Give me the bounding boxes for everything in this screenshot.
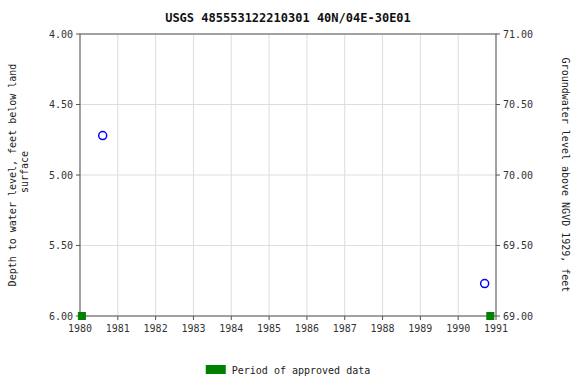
x-tick — [269, 316, 270, 320]
grid-line-y — [80, 175, 496, 176]
x-tick — [496, 316, 497, 320]
y-axis-label-line: surface — [19, 151, 30, 199]
title: USGS 485553122210301 40N/04E-30E01 — [165, 11, 411, 25]
x-tick-label: 1983 — [181, 323, 205, 334]
grid-line-y — [80, 245, 496, 246]
x-tick — [344, 316, 345, 320]
y2-tick — [496, 245, 500, 246]
x-tick — [155, 316, 156, 320]
x-tick — [382, 316, 383, 320]
x-tick-label: 1980 — [68, 323, 92, 334]
y-tick — [76, 245, 80, 246]
y2-tick-label: 71.00 — [503, 29, 533, 40]
x-tick-label: 1987 — [333, 323, 357, 334]
square-point — [487, 313, 494, 320]
y-tick-label: 5.50 — [49, 240, 73, 251]
series — [78, 313, 493, 320]
y2-tick-label: 70.50 — [503, 99, 533, 110]
y-axis-label: Depth to water level, feet below land su… — [7, 64, 30, 287]
y2-tick — [496, 175, 500, 176]
x-tick — [231, 316, 232, 320]
circle-point — [481, 280, 489, 288]
grid-line-y — [80, 104, 496, 105]
x-tick-label: 1986 — [295, 323, 319, 334]
y2-tick-label: 69.00 — [503, 311, 533, 322]
x-tick — [306, 316, 307, 320]
x-tick — [420, 316, 421, 320]
x-tick-label: 1989 — [408, 323, 432, 334]
x-tick-label: 1991 — [484, 323, 508, 334]
chart: 1980 1981 1982 1983 1984 1985 1986 1987 1988 1989… — [0, 0, 576, 384]
grid — [80, 34, 496, 316]
legend: Period of approved data — [206, 365, 370, 376]
legend-label: Period of approved data — [232, 365, 370, 376]
y2-tick-label: 70.00 — [503, 170, 533, 181]
y-tick — [76, 175, 80, 176]
x-tick-label: 1988 — [370, 323, 394, 334]
x-tick-label: 1985 — [257, 323, 281, 334]
x-tick-label: 1990 — [446, 323, 470, 334]
y2-tick — [496, 316, 500, 317]
square-point — [78, 313, 85, 320]
x-tick-label: 1982 — [144, 323, 168, 334]
y-axis-label-line: Depth to water level, feet below land — [7, 64, 18, 287]
y-tick-label: 4.00 — [49, 29, 73, 40]
y-tick-label: 4.50 — [49, 99, 73, 110]
y2-tick-label: 69.50 — [503, 240, 533, 251]
y2-axis-label: Groundwater level above NGVD 1929, feet — [560, 58, 571, 293]
x-tick-label: 1984 — [219, 323, 243, 334]
marks — [78, 132, 493, 320]
x-tick — [458, 316, 459, 320]
series — [99, 132, 489, 288]
x-tick — [193, 316, 194, 320]
y-tick-label: 5.00 — [49, 170, 73, 181]
y-tick — [76, 104, 80, 105]
y2-tick — [496, 104, 500, 105]
x-tick-label: 1981 — [106, 323, 130, 334]
y-tick — [76, 34, 80, 35]
plot-frame — [80, 34, 496, 316]
y2-tick — [496, 34, 500, 35]
legend-swatch — [206, 365, 226, 374]
y-tick-label: 6.00 — [49, 311, 73, 322]
x-tick — [117, 316, 118, 320]
circle-point — [99, 132, 107, 140]
